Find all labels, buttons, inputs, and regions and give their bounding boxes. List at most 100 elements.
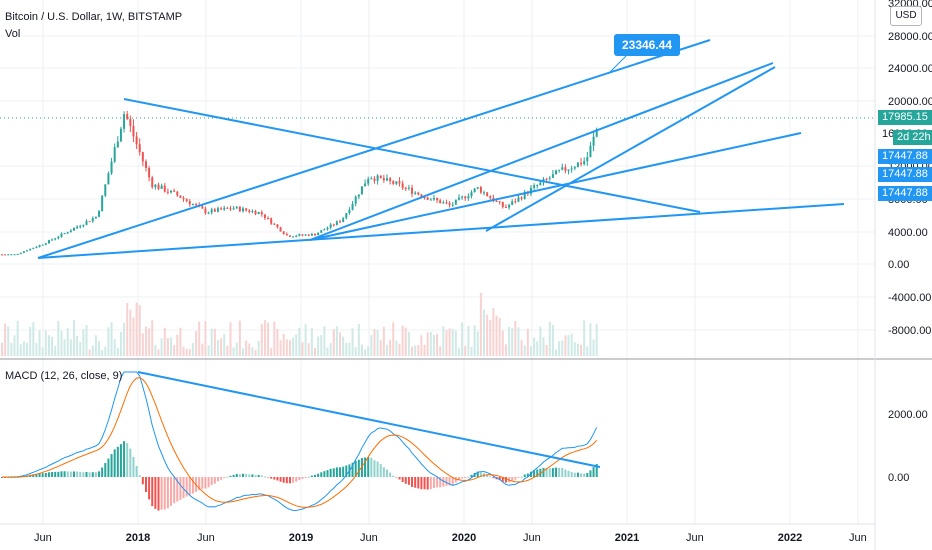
candle-body bbox=[188, 201, 191, 205]
volume-bar bbox=[448, 328, 451, 356]
volume-bar bbox=[285, 339, 288, 356]
macd-axis[interactable]: 2000.00 0.00 bbox=[888, 409, 928, 484]
candle-body bbox=[545, 178, 548, 180]
volume-label[interactable]: Vol bbox=[5, 28, 21, 40]
macd-histogram-bar bbox=[101, 467, 104, 477]
volume-bar bbox=[232, 347, 235, 356]
volume-bar bbox=[495, 315, 498, 356]
candle-body bbox=[160, 185, 163, 189]
volume-bar bbox=[470, 347, 473, 356]
macd-histogram-bar bbox=[135, 466, 138, 477]
trendline[interactable] bbox=[485, 66, 776, 232]
candle-body bbox=[476, 187, 479, 189]
macd-histogram-bar bbox=[533, 470, 536, 477]
trendline[interactable] bbox=[37, 203, 845, 259]
symbol-title[interactable]: Bitcoin / U.S. Dollar, 1W, BITSTAMP bbox=[5, 11, 183, 23]
volume-bar bbox=[129, 309, 132, 356]
volume-bar bbox=[436, 334, 439, 356]
macd-histogram-bar bbox=[492, 477, 495, 479]
macd-histogram-bar bbox=[110, 454, 113, 477]
trendline[interactable] bbox=[309, 132, 802, 241]
macd-histogram-bar bbox=[35, 473, 38, 477]
trendlines[interactable] bbox=[37, 39, 845, 468]
volume-bar bbox=[536, 341, 539, 356]
volume-bar bbox=[332, 329, 335, 356]
volume-bar bbox=[367, 346, 370, 356]
volume-bar bbox=[123, 322, 126, 356]
currency-button[interactable]: USD bbox=[890, 6, 922, 26]
macd-histogram-bar bbox=[57, 471, 60, 477]
macd-histogram-bar bbox=[288, 477, 291, 484]
volume-bar bbox=[533, 337, 536, 356]
volume-bar bbox=[414, 345, 417, 356]
candle-body bbox=[123, 114, 126, 129]
candle-body bbox=[41, 244, 44, 246]
volume-bar bbox=[573, 342, 576, 356]
volume-bar bbox=[282, 334, 285, 356]
macd-histogram-bar bbox=[292, 477, 295, 483]
volume-bar bbox=[339, 332, 342, 356]
volume-bar bbox=[91, 345, 94, 356]
volume-bar bbox=[357, 323, 360, 356]
candle-body bbox=[495, 201, 498, 203]
volume-bar bbox=[376, 330, 379, 356]
candle-body bbox=[63, 233, 66, 235]
volume-bar bbox=[201, 343, 204, 356]
macd-histogram-bar bbox=[216, 477, 219, 482]
macd-histogram-bar bbox=[94, 472, 97, 477]
candle-body bbox=[251, 211, 254, 213]
macd-histogram-bar bbox=[326, 470, 329, 477]
macd-histogram-bar bbox=[517, 477, 520, 478]
macd-histogram-bar bbox=[548, 468, 551, 477]
volume-bar bbox=[360, 344, 363, 356]
macd-histogram-bar bbox=[235, 473, 238, 477]
candle-body bbox=[107, 173, 110, 185]
macd-histogram-bar bbox=[138, 475, 141, 477]
volume-bar bbox=[107, 327, 110, 356]
macd-histogram-bar bbox=[436, 477, 439, 488]
volume-bar bbox=[176, 334, 179, 356]
macd-histogram-bar bbox=[385, 469, 388, 477]
macd-histogram-bar bbox=[63, 471, 66, 477]
macd-histogram-bar bbox=[448, 477, 451, 486]
macd-histogram-bar bbox=[132, 456, 135, 477]
candle-body bbox=[364, 183, 367, 187]
trendline[interactable] bbox=[309, 62, 774, 241]
candle-body bbox=[370, 178, 373, 180]
candle-body bbox=[470, 192, 473, 197]
candle-body bbox=[467, 196, 470, 199]
trendline[interactable] bbox=[37, 39, 711, 259]
volume-bar bbox=[10, 342, 13, 356]
macd-histogram-bar bbox=[119, 444, 122, 477]
candle-body bbox=[448, 203, 451, 205]
candle-body bbox=[201, 206, 204, 209]
candle-body bbox=[445, 202, 448, 204]
volume-bar bbox=[195, 331, 198, 356]
candle-body bbox=[263, 214, 266, 219]
macd-histogram-bar bbox=[51, 472, 54, 477]
volume-bar bbox=[138, 305, 141, 356]
candle-body bbox=[207, 212, 210, 214]
volume-bar bbox=[254, 349, 257, 356]
time-axis[interactable]: Jun 2018 Jun 2019 Jun 2020 Jun 2021 Jun 2022 Jun bbox=[34, 532, 867, 544]
volume-bar bbox=[589, 323, 592, 356]
candle-body bbox=[57, 236, 60, 239]
candle-body bbox=[257, 212, 260, 215]
volume-bar bbox=[314, 347, 316, 356]
candle-body bbox=[529, 187, 532, 194]
volume-bar bbox=[586, 346, 589, 356]
price-callout[interactable]: 23346.44 bbox=[614, 34, 680, 56]
macd-trendline[interactable] bbox=[137, 371, 601, 468]
volume-bar bbox=[411, 346, 414, 356]
candle-body bbox=[94, 216, 97, 219]
candle-body bbox=[32, 247, 35, 249]
macd-histogram-bar bbox=[401, 477, 404, 483]
macd-histogram-bar bbox=[454, 477, 457, 483]
price-axis[interactable]: 28000.0024000.0020000.0012000.008000.004… bbox=[888, 31, 932, 337]
candle-body bbox=[520, 197, 523, 199]
macd-label[interactable]: MACD (12, 26, close, 9) bbox=[5, 370, 123, 382]
macd-histogram-bar bbox=[423, 477, 426, 490]
volume-bar bbox=[85, 325, 88, 356]
volume-bar bbox=[457, 348, 460, 356]
